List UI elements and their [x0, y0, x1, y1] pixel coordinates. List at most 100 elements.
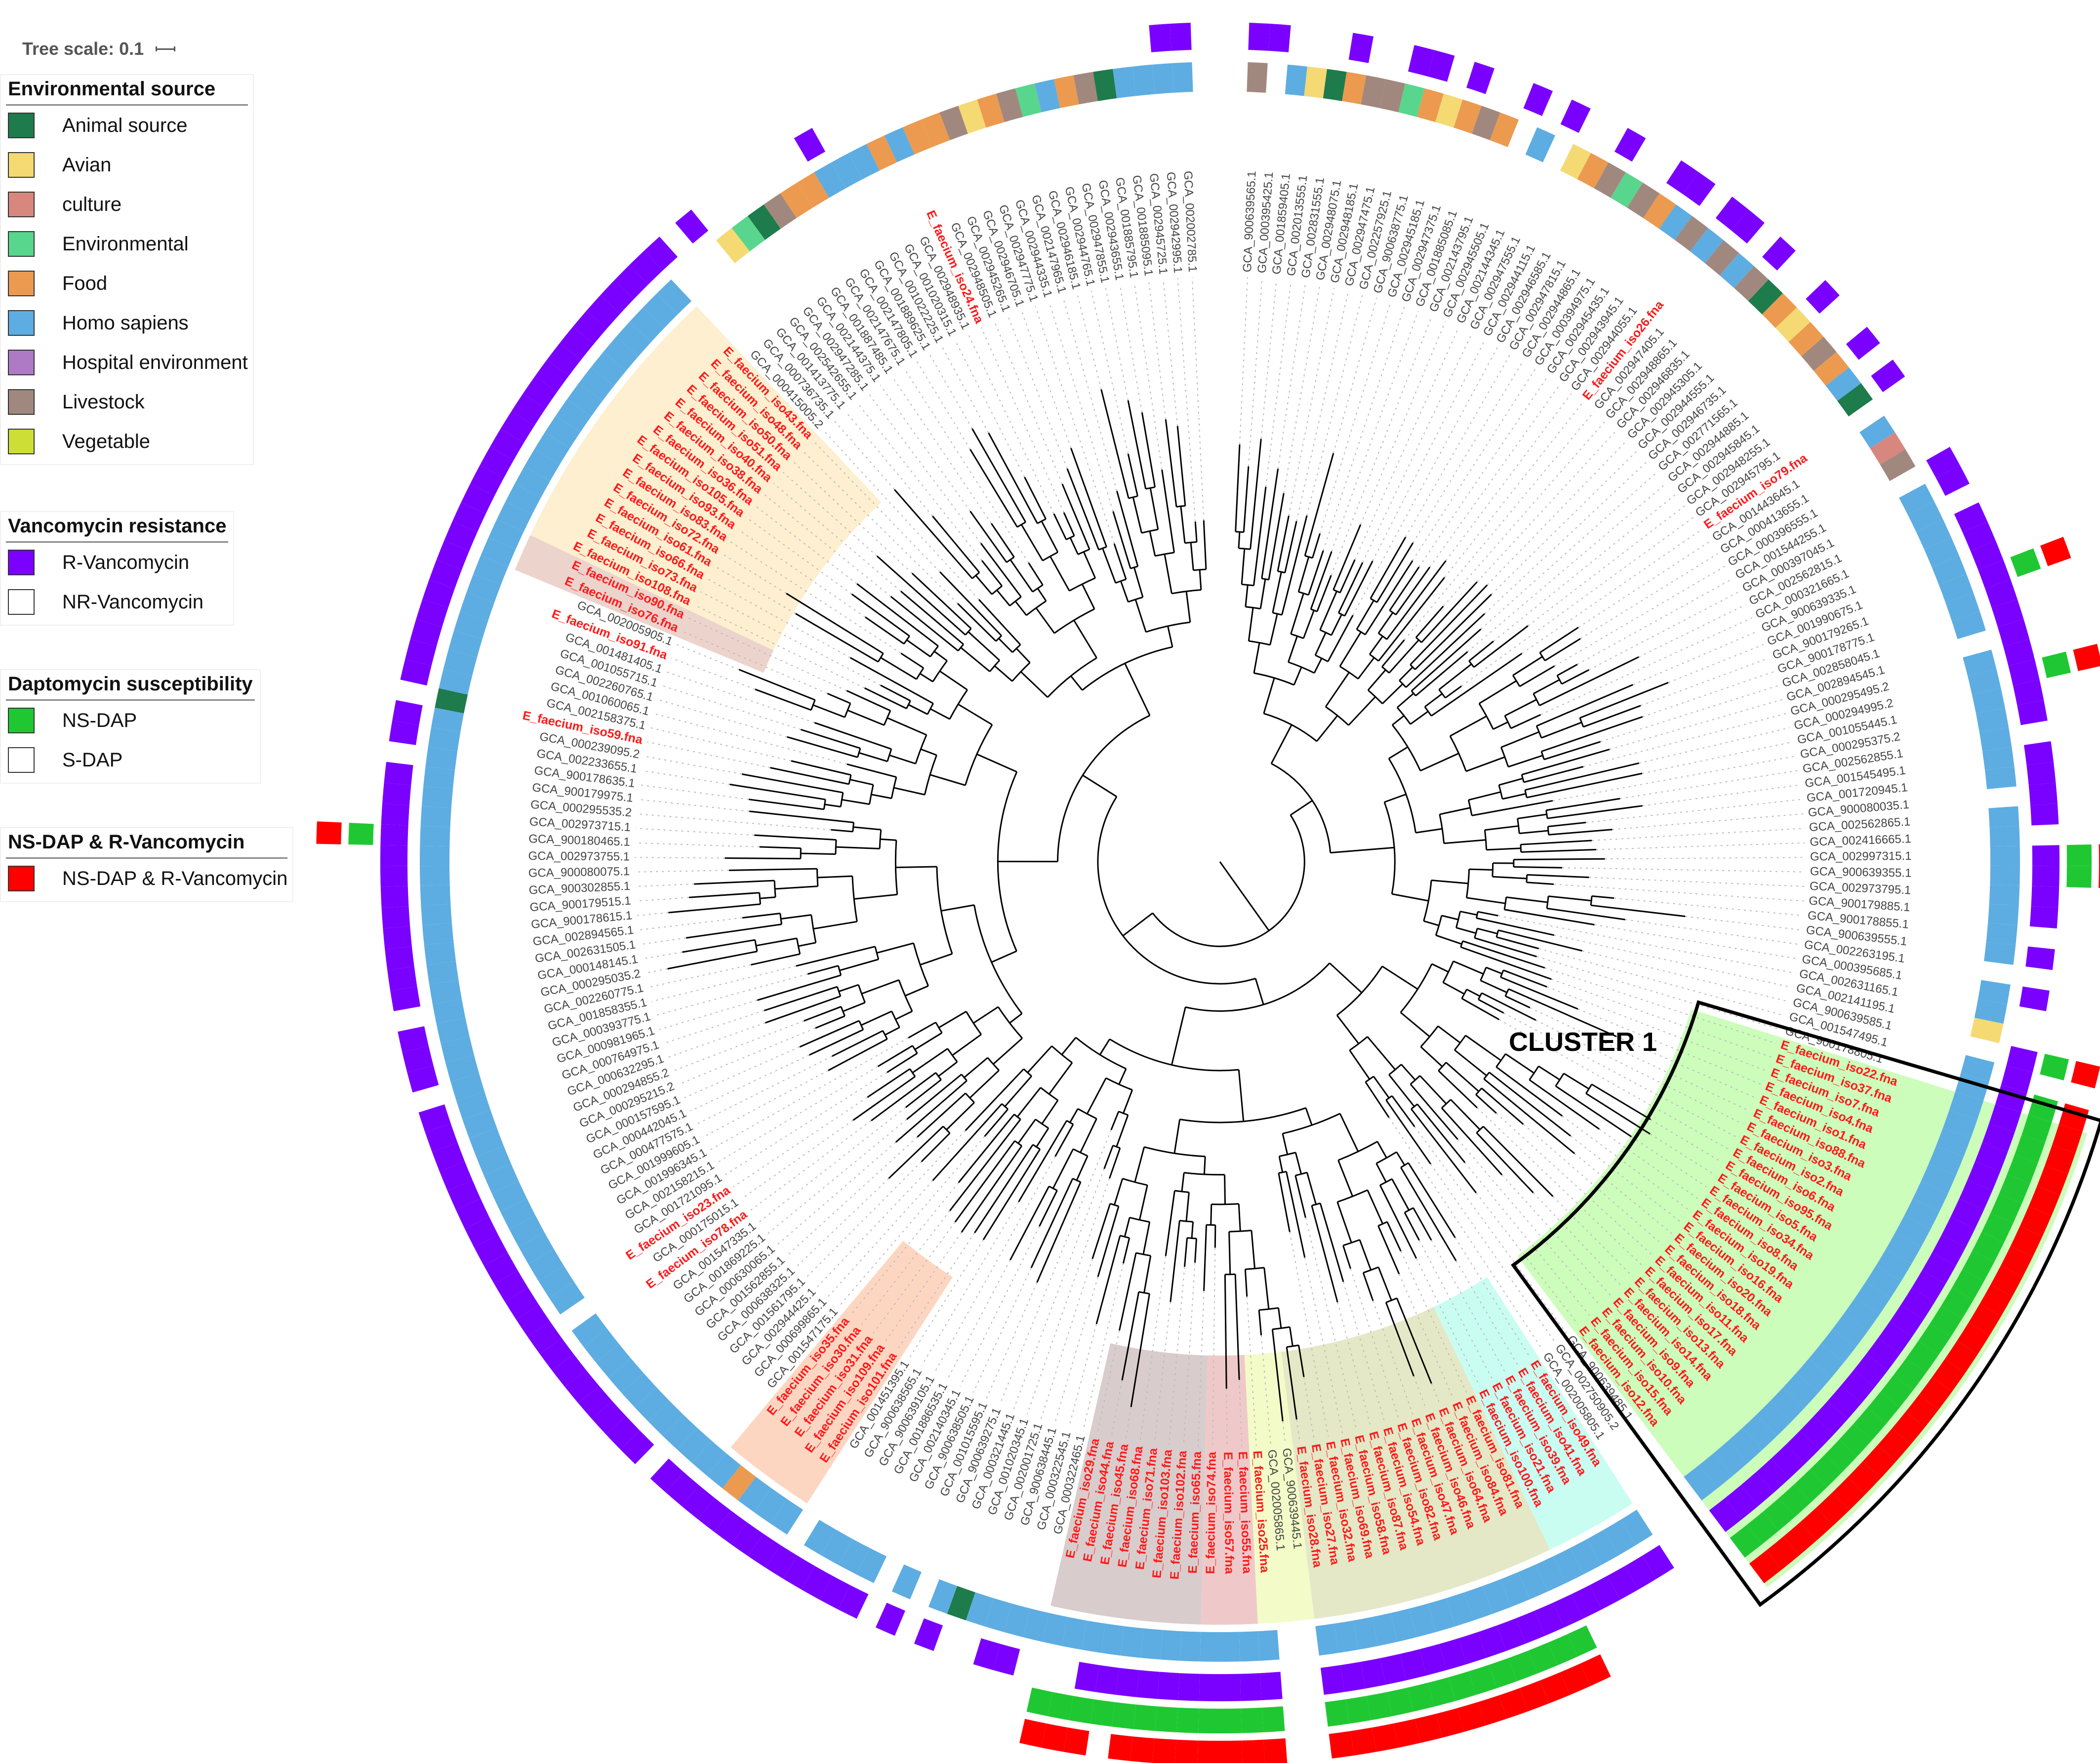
leaf-leader-line	[1412, 368, 1536, 561]
tree-branch	[1520, 840, 1592, 845]
environmental-source-cell	[1986, 923, 2018, 945]
tree-branch	[742, 913, 780, 919]
vancomycin-resistance-cell	[1725, 1485, 1758, 1520]
tree-branch	[1411, 1108, 1477, 1194]
tree-branch	[1557, 664, 1578, 677]
tree-branch	[1224, 1274, 1227, 1389]
tree-branch	[1504, 699, 1537, 717]
tree-branch	[1438, 663, 1472, 690]
nsdap-rvancomycin-cell	[1499, 1688, 1528, 1719]
tree-branch	[965, 628, 972, 636]
tree-branch	[846, 690, 891, 712]
tree-branch	[858, 1020, 864, 1030]
tree-branch	[1018, 1120, 1068, 1202]
nsdap-rvancomycin-cell	[1220, 1740, 1243, 1763]
tree-branch	[1365, 1076, 1374, 1083]
tree-branch	[1293, 667, 1302, 685]
vancomycin-resistance-cell	[432, 1142, 465, 1172]
leaf-leader-line	[1583, 713, 1786, 767]
cluster-1-box	[1511, 1000, 2100, 1607]
environmental-source-cell	[921, 112, 950, 147]
tree-branch	[1337, 1160, 1354, 1197]
leaf-leader-line	[972, 1267, 1032, 1393]
tree-branch	[1415, 637, 1422, 643]
daptomycin-susceptibility-cell	[1489, 1658, 1517, 1688]
tree-branch	[1305, 1107, 1313, 1125]
daptomycin-susceptibility-cell	[1069, 1696, 1094, 1724]
leaf-leader-line	[1578, 541, 1710, 628]
environmental-source-cell	[534, 432, 570, 465]
tree-branch	[1073, 620, 1097, 658]
tree-branch	[836, 846, 880, 849]
vancomycin-resistance-cell	[381, 803, 409, 826]
environmental-source-cell	[1518, 1564, 1548, 1600]
environmental-source-cell	[1200, 1632, 1220, 1662]
leaf-leader-line	[1035, 306, 1115, 544]
leaf-leader-line	[1562, 1116, 1690, 1211]
tree-branch	[871, 794, 892, 800]
tree-branch	[1369, 636, 1383, 655]
tree-branch	[760, 896, 776, 899]
leaf-label: GCA_002997315.1	[1810, 849, 1912, 864]
tree-branch	[1259, 579, 1266, 609]
environmental-source-cell	[691, 1441, 726, 1476]
environmental-source-cell	[469, 1128, 504, 1157]
environmental-source-cell	[866, 135, 897, 171]
environmental-source-cell	[1734, 266, 1769, 301]
tree-branch	[1496, 936, 1539, 950]
daptomycin-susceptibility-cell	[1867, 1392, 1900, 1424]
tree-branch	[765, 995, 841, 1024]
legend-item: Environmental	[6, 224, 248, 264]
vancomycin-resistance-cell	[973, 1638, 1001, 1670]
nsdap-rvancomycin-cell	[1862, 1445, 1896, 1479]
environmental-source-cell	[1898, 483, 1935, 515]
tree-branch	[1142, 1222, 1151, 1255]
leaf-leader-line	[710, 1037, 909, 1151]
environmental-source-cell	[1454, 99, 1482, 134]
legend-item: NR-Vancomycin	[6, 582, 228, 622]
leaf-leader-line	[1400, 1251, 1467, 1393]
tree-branch	[1561, 669, 1589, 685]
daptomycin-susceptibility-cell	[1918, 1323, 1951, 1355]
tree-branch	[895, 1080, 968, 1143]
leaf-leader-line	[1111, 1380, 1123, 1437]
leaf-leader-line	[1476, 1192, 1579, 1325]
tree-branch	[982, 1149, 1041, 1241]
vancomycin-resistance-cell	[1926, 446, 1960, 478]
tree-branch	[1461, 998, 1500, 1020]
environmental-source-cell	[596, 1344, 631, 1378]
tree-branch	[1066, 468, 1100, 550]
tree-branch	[779, 913, 783, 924]
legend-item: Food	[6, 264, 248, 303]
tree-branch	[1392, 715, 1405, 726]
tree-branch	[1365, 560, 1413, 635]
tree-branch	[1238, 1069, 1245, 1122]
daptomycin-susceptibility-cell	[1981, 1213, 2014, 1243]
environmental-source-cell	[1553, 1548, 1584, 1583]
leaf-leader-line	[1477, 1107, 1644, 1267]
tree-branch	[787, 736, 858, 758]
tree-branch	[1272, 571, 1282, 613]
tree-branch	[1401, 1064, 1416, 1081]
environmental-source-cell	[657, 279, 692, 315]
tree-branch	[1319, 591, 1337, 631]
environmental-source-cell	[1323, 69, 1347, 101]
tree-branch	[1533, 679, 1560, 695]
environmental-source-cell	[1809, 1344, 1844, 1378]
leaf-leader-line	[773, 482, 901, 592]
nsdap-rvancomycin-cell	[2071, 1061, 2100, 1089]
vancomycin-resistance-cell	[1360, 1658, 1386, 1689]
tree-branch	[828, 1038, 888, 1071]
legend-swatch	[8, 550, 35, 575]
nsdap-rvancomycin-cell	[1263, 1738, 1288, 1763]
vancomycin-resistance-cell	[1589, 1575, 1620, 1609]
leaf-leader-line	[1588, 591, 1739, 671]
tree-branch	[1336, 1014, 1360, 1044]
vancomycin-resistance-cell	[731, 1522, 764, 1557]
legend-title: Vancomycin resistance	[6, 512, 229, 543]
tree-branch	[1258, 1310, 1262, 1336]
legend-swatch	[8, 310, 35, 336]
leaf-leader-line	[1413, 361, 1524, 543]
tree-branch	[887, 717, 927, 736]
tree-branch	[877, 1045, 913, 1067]
